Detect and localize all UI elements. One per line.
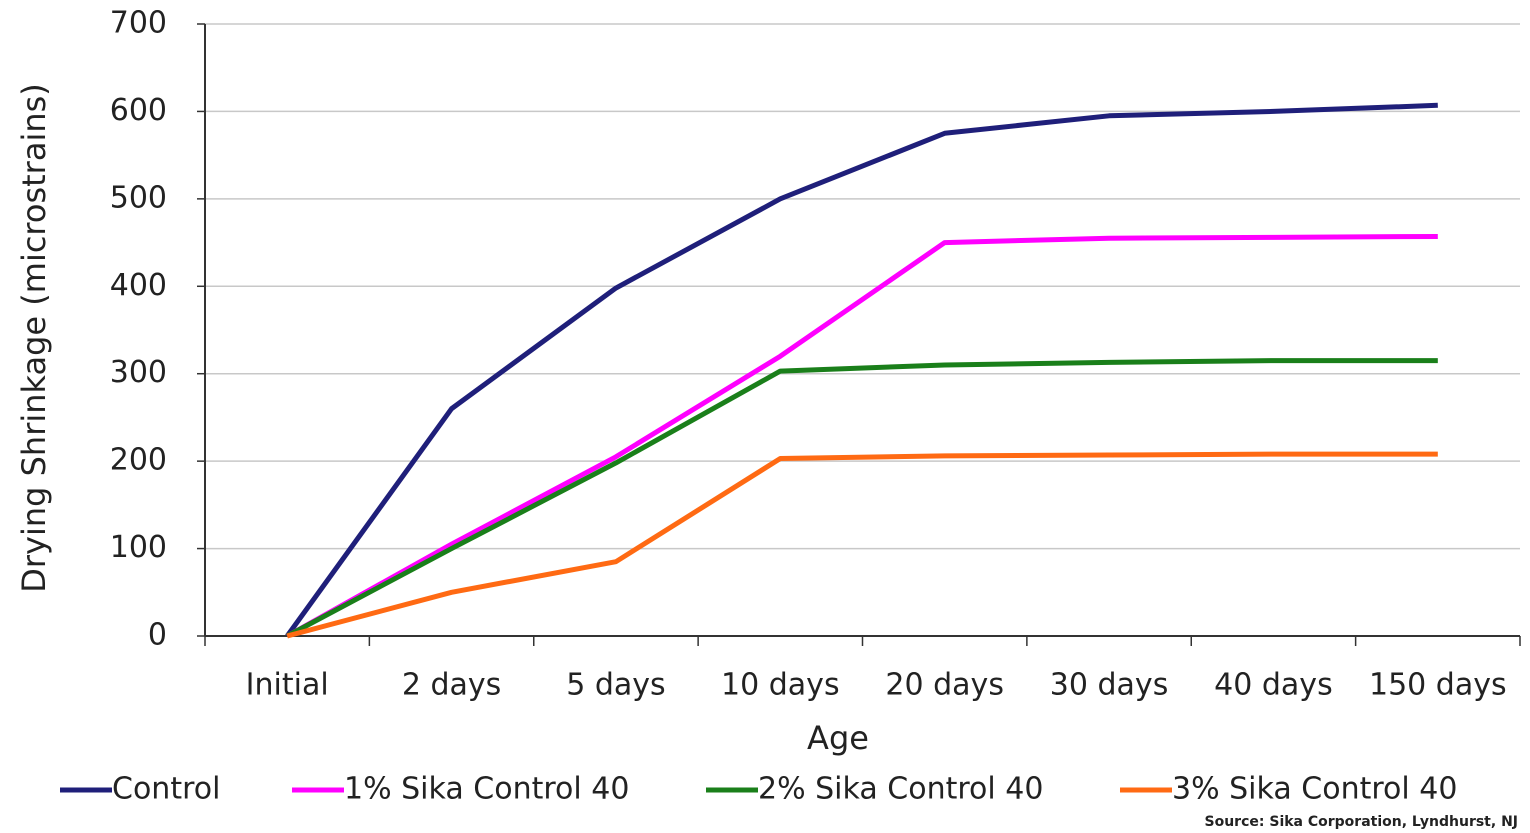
- y-tick-label: 300: [110, 355, 167, 390]
- legend-label: 2% Sika Control 40: [758, 772, 1043, 807]
- x-tick-label: 150 days: [1369, 668, 1507, 703]
- x-tick-label: 5 days: [566, 668, 665, 703]
- x-tick-label: 20 days: [885, 668, 1004, 703]
- series-line: [286, 451, 1438, 639]
- y-tick-label: 500: [110, 180, 167, 215]
- legend-label: 1% Sika Control 40: [344, 772, 629, 807]
- y-tick-label: 600: [110, 93, 167, 128]
- legend-label: 3% Sika Control 40: [1172, 772, 1457, 807]
- x-tick-label: 10 days: [721, 668, 840, 703]
- y-axis-title: Drying Shrinkage (microstrains): [15, 83, 53, 593]
- series-line: [286, 358, 1438, 639]
- x-tick-label: 2 days: [402, 668, 501, 703]
- source-note: Source: Sika Corporation, Lyndhurst, NJ: [1205, 814, 1518, 830]
- series-line: [285, 102, 1438, 638]
- y-tick-label: 700: [110, 6, 167, 41]
- legend-label: Control: [112, 772, 220, 807]
- y-tick-label: 200: [110, 443, 167, 478]
- y-tick-label: 400: [110, 268, 167, 303]
- y-tick-label: 0: [148, 618, 167, 653]
- series-line: [285, 233, 1438, 639]
- x-tick-label: Initial: [246, 668, 329, 703]
- x-axis-title: Age: [807, 719, 869, 757]
- x-tick-label: 40 days: [1214, 668, 1333, 703]
- x-tick-label: 30 days: [1050, 668, 1169, 703]
- y-tick-label: 100: [110, 530, 167, 565]
